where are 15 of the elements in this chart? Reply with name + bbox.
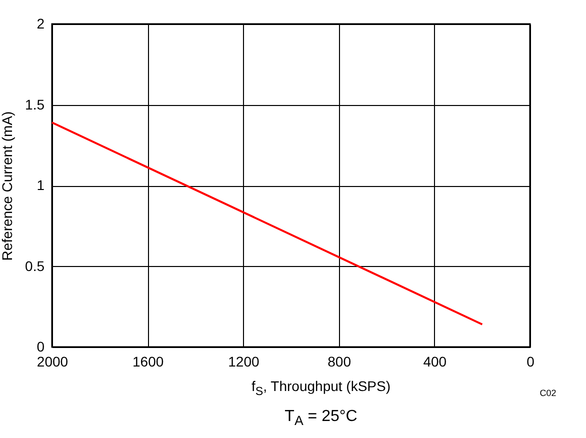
y-tick-label: 1 bbox=[36, 177, 45, 193]
x-axis-title: f$_{S}$, Throughput (kSPS) bbox=[251, 378, 391, 398]
x-tick-label: 0 bbox=[526, 354, 535, 370]
x-tick-label: 800 bbox=[328, 354, 352, 370]
x-tick-label: 1200 bbox=[228, 354, 260, 370]
y-axis-title: Reference Current (mA) bbox=[0, 111, 16, 261]
y-tick-label: 0 bbox=[36, 338, 45, 354]
y-tick-label: 2 bbox=[36, 16, 45, 32]
x-tick-label: 400 bbox=[423, 354, 447, 370]
text: C02 bbox=[540, 388, 556, 398]
y-tick-label: 0.5 bbox=[25, 258, 45, 274]
x-tick-label: 2000 bbox=[36, 354, 68, 370]
text: T$_{A}$ = 25°C bbox=[284, 408, 358, 428]
y-tick-label: 1.5 bbox=[25, 96, 45, 112]
x-tick-label: 1600 bbox=[132, 354, 164, 370]
